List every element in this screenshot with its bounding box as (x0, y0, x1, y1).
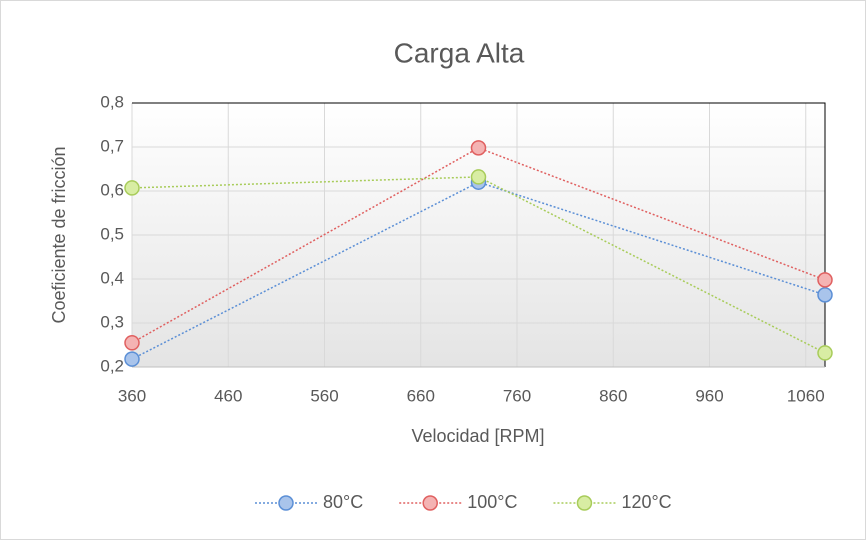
y-tick-label: 0,7 (100, 136, 124, 155)
legend-marker (278, 495, 294, 511)
x-axis-label: Velocidad [RPM] (411, 426, 544, 446)
x-tick-label: 460 (214, 386, 242, 405)
legend-label: 120°C (621, 492, 671, 512)
x-tick-label: 960 (695, 386, 723, 405)
legend-marker (576, 495, 593, 511)
series-line (131, 176, 826, 354)
data-point (817, 272, 833, 288)
y-tick-label: 0,4 (100, 268, 124, 287)
y-tick-label: 0,8 (100, 92, 124, 111)
y-tick-label: 0,5 (100, 224, 124, 243)
data-point (124, 335, 140, 351)
chart-title: Carga Alta (394, 37, 525, 68)
x-tick-label: 560 (310, 386, 338, 405)
data-point (817, 287, 833, 303)
data-point (470, 140, 487, 156)
y-tick-label: 0,2 (100, 356, 124, 375)
data-point (124, 180, 140, 196)
x-tick-label: 860 (599, 386, 627, 405)
legend-label: 80°C (323, 492, 363, 512)
x-tick-label: 660 (407, 386, 435, 405)
data-point (124, 351, 140, 367)
y-tick-label: 0,3 (100, 312, 124, 331)
data-point (470, 169, 487, 185)
legend-marker (422, 495, 438, 511)
legend-label: 100°C (467, 492, 517, 512)
x-tick-label: 360 (118, 386, 146, 405)
x-tick-label: 760 (503, 386, 531, 405)
data-point (817, 345, 833, 361)
y-axis-label: Coeficiente de fricción (49, 146, 69, 323)
y-tick-label: 0,6 (100, 180, 124, 199)
x-tick-label: 1060 (787, 386, 825, 405)
